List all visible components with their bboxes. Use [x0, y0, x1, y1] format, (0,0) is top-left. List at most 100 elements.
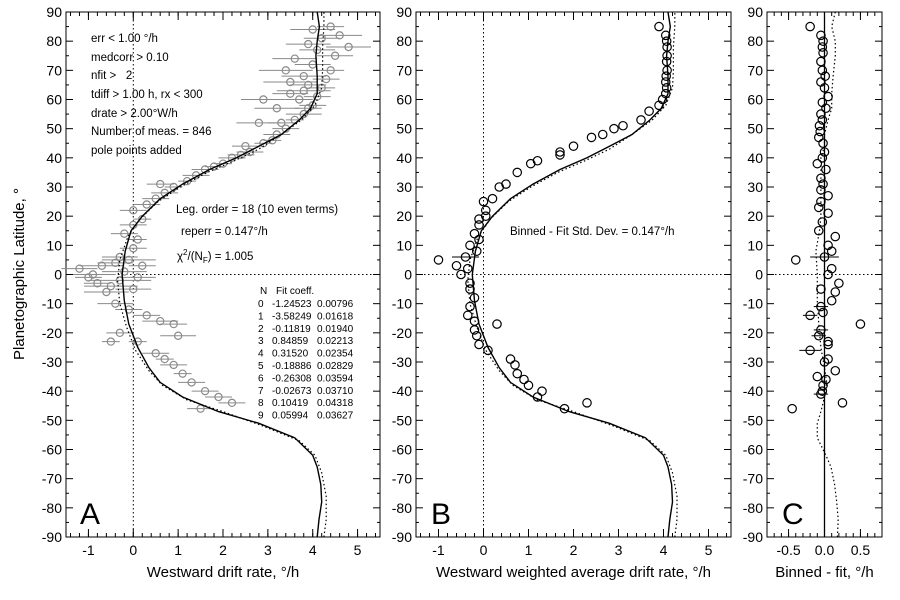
- data-point: [597, 129, 608, 140]
- data-point: [299, 109, 308, 119]
- data-point: [661, 36, 672, 46]
- data-point: [433, 255, 444, 265]
- data-point: [120, 229, 129, 238]
- data-point: [295, 95, 304, 104]
- panel-a-previous-fit-curve: [116, 12, 327, 538]
- data-point: [790, 255, 801, 265]
- data-point: [241, 141, 250, 151]
- data-point: [115, 276, 125, 285]
- table-cell: 2: [258, 324, 264, 335]
- data-point: [304, 39, 313, 49]
- data-point: [812, 158, 823, 169]
- data-point: [819, 252, 830, 262]
- y-tick-label: -10: [743, 296, 763, 312]
- data-point: [236, 150, 246, 160]
- annotation-medcorr: medcorr > 0.10: [91, 52, 169, 64]
- table-cell: 6: [258, 373, 264, 384]
- data-point: [169, 360, 178, 370]
- data-point: [805, 310, 815, 321]
- x-tick-label: 3: [615, 542, 623, 558]
- data-point: [290, 54, 299, 63]
- y-tick-label: 70: [46, 62, 62, 78]
- data-point: [660, 77, 671, 87]
- annotation-legendre-order: Leg. order = 18 (10 even terms): [176, 204, 338, 216]
- data-point: [124, 305, 134, 314]
- panel-a-x-tick-labels: -1 0 1 2 3 4 5: [82, 542, 361, 558]
- table-cell: 0.01940: [317, 324, 354, 335]
- table-cell: 0.03627: [317, 411, 354, 422]
- table-cell: 0.04318: [317, 398, 354, 409]
- data-point: [813, 330, 824, 341]
- data-point: [129, 244, 138, 253]
- data-point: [111, 299, 120, 308]
- data-point: [492, 319, 502, 329]
- table-cell: 3: [258, 336, 264, 347]
- data-point: [816, 109, 826, 119]
- data-point: [142, 311, 151, 320]
- y-tick-label: -60: [743, 442, 763, 458]
- data-point: [654, 21, 664, 32]
- y-tick-label: -40: [743, 383, 763, 399]
- y-tick-label: -30: [392, 354, 412, 370]
- y-tick-label: 50: [747, 121, 763, 137]
- data-point: [111, 258, 120, 268]
- table-cell: -0.11819: [272, 324, 311, 335]
- data-point: [586, 132, 597, 143]
- y-tick-label: 40: [396, 150, 412, 166]
- data-point: [299, 86, 308, 95]
- y-tick-label: -80: [42, 500, 62, 516]
- data-point: [826, 246, 837, 256]
- y-tick-label: 60: [396, 92, 412, 108]
- table-cell: 0.03594: [317, 373, 354, 384]
- y-tick-label: 10: [396, 237, 412, 253]
- y-tick-label: -40: [392, 383, 412, 399]
- table-cell: 0.02213: [317, 336, 354, 347]
- data-point: [75, 264, 84, 273]
- data-point: [138, 261, 147, 270]
- data-point: [129, 284, 138, 294]
- panel-a-zero-lines: [66, 12, 380, 537]
- data-point: [155, 316, 165, 326]
- data-point: [133, 337, 142, 346]
- data-point: [462, 263, 473, 274]
- data-point: [187, 378, 196, 387]
- x-tick-label: 0: [129, 542, 137, 558]
- y-tick-label: 30: [747, 179, 763, 195]
- data-point: [330, 51, 340, 60]
- panel-c-x-axis-label: Binned - fit, °/h: [775, 564, 874, 581]
- panel-b-legendre-fit-curve: [471, 11, 674, 538]
- data-point: [816, 301, 826, 312]
- data-point: [88, 270, 98, 279]
- panel-c-ticks: [766, 11, 883, 538]
- y-tick-label: 40: [46, 150, 62, 166]
- panel-c-x-tick-labels: -0.5 0.0 0.5: [777, 542, 871, 558]
- x-tick-label: 1: [525, 542, 533, 558]
- y-tick-label: -60: [42, 442, 62, 458]
- fit-coefficient-table: N Fit coeff. 0 -1.24523 0.00796 1 -3.58249 0.…: [258, 286, 354, 422]
- data-point: [227, 398, 237, 408]
- data-point: [321, 74, 331, 84]
- data-point: [84, 273, 93, 282]
- data-point: [471, 330, 482, 341]
- table-cell: -0.18886: [272, 361, 312, 372]
- y-tick-label: -40: [42, 383, 62, 399]
- data-point: [817, 42, 828, 52]
- data-point: [465, 240, 475, 251]
- annotation-nfit: nfit > 2: [91, 70, 132, 82]
- x-tick-label: 0: [480, 542, 488, 558]
- annotation-binned-fit-std: Binned - Fit Std. Dev. = 0.147°/h: [510, 226, 675, 238]
- y-tick-label: -60: [392, 442, 412, 458]
- data-point: [173, 331, 183, 340]
- annotation-tdiff: tdiff > 1.00 h, rx < 300: [91, 89, 203, 101]
- data-point: [816, 389, 826, 399]
- panel-b-x-axis-label: Westward weighted average drift rate, °/…: [436, 564, 711, 581]
- y-tick-label: -80: [392, 500, 412, 516]
- x-tick-label: 0.0: [815, 542, 835, 558]
- y-tick-label: 60: [747, 92, 763, 108]
- table-cell: -3.58249: [272, 311, 312, 322]
- table-cell: 4: [258, 349, 264, 360]
- data-point: [510, 360, 520, 370]
- y-tick-label: -20: [743, 325, 763, 341]
